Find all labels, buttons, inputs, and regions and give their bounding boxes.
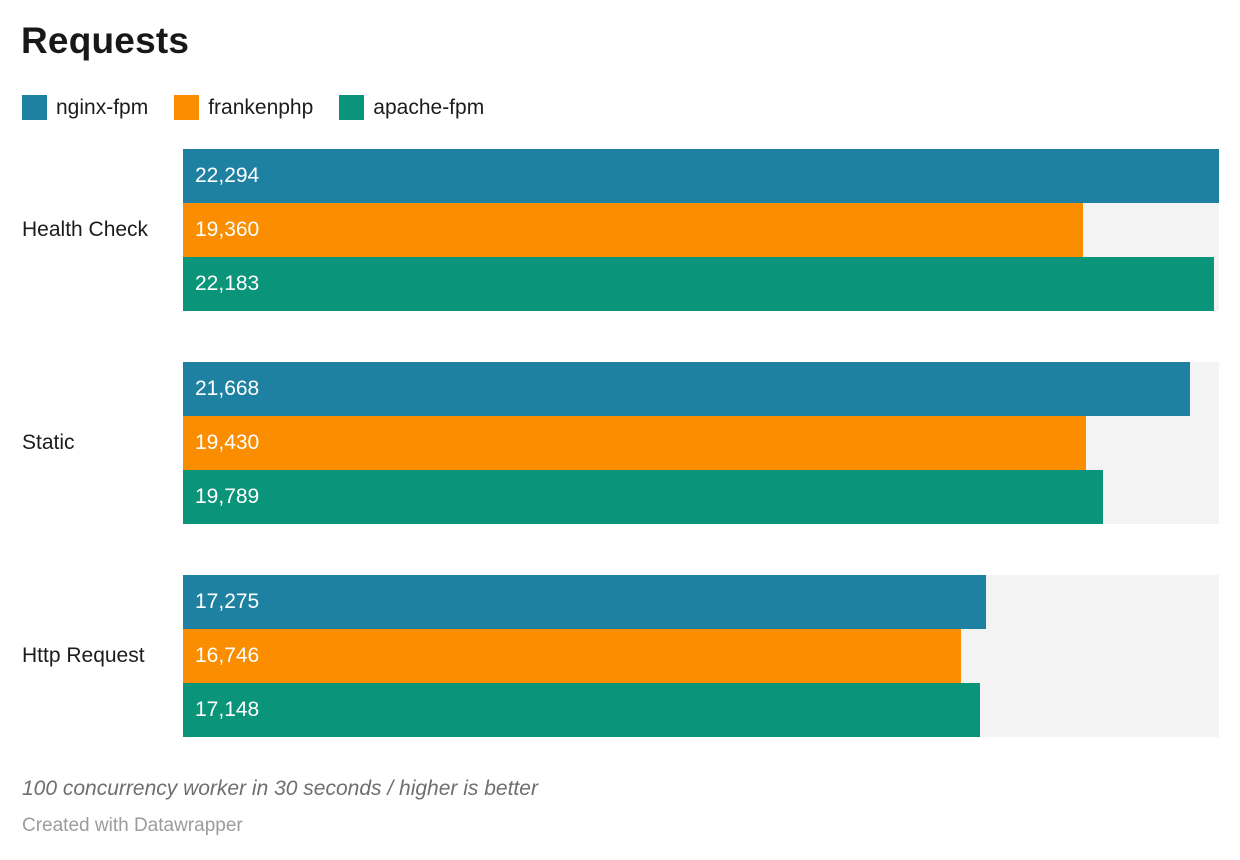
bar-frankenphp: 16,746 (183, 629, 962, 683)
bar-value-label: 19,360 (195, 218, 260, 241)
bar-value-label: 19,789 (195, 485, 260, 508)
category-label: Health Check (22, 218, 149, 241)
bar-value-label: 22,183 (195, 272, 260, 295)
bar-rows: 17,275 16,746 17,148 (183, 575, 1219, 737)
legend-label: nginx-fpm (56, 95, 149, 119)
bar-apache-fpm: 22,183 (183, 257, 1214, 311)
bar-value-label: 17,148 (195, 698, 260, 721)
legend: nginx-fpm frankenphp apache-fpm (22, 95, 484, 120)
category-label: Static (22, 431, 75, 454)
legend-swatch-icon (174, 95, 200, 120)
legend-label: frankenphp (208, 95, 314, 119)
bar-track: 22,183 (183, 257, 1219, 311)
bar-group: Health Check 22,294 19,360 22,183 (0, 149, 1219, 311)
category-label: Http Request (22, 644, 145, 667)
bar-track: 17,275 (183, 575, 1219, 629)
chart-note: 100 concurrency worker in 30 seconds / h… (22, 777, 538, 800)
bar-track: 19,430 (183, 416, 1219, 470)
bar-group: Http Request 17,275 16,746 17,148 (0, 575, 1219, 737)
bar-value-label: 22,294 (195, 164, 260, 187)
datawrapper-credit: Created with Datawrapper (22, 815, 243, 836)
bar-group: Static 21,668 19,430 19,789 (0, 362, 1219, 524)
bar-nginx-fpm: 22,294 (183, 149, 1219, 203)
bar-rows: 21,668 19,430 19,789 (183, 362, 1219, 524)
bar-frankenphp: 19,430 (183, 416, 1086, 470)
bar-track: 16,746 (183, 629, 1219, 683)
legend-item-frankenphp: frankenphp (174, 95, 313, 120)
bar-track: 19,360 (183, 203, 1219, 257)
bar-apache-fpm: 19,789 (183, 470, 1103, 524)
bar-value-label: 17,275 (195, 590, 260, 613)
bar-value-label: 21,668 (195, 377, 260, 400)
bar-value-label: 19,430 (195, 431, 260, 454)
bar-track: 22,294 (183, 149, 1219, 203)
bar-nginx-fpm: 17,275 (183, 575, 986, 629)
chart-title: Requests (21, 20, 190, 61)
bar-apache-fpm: 17,148 (183, 683, 980, 737)
bar-track: 19,789 (183, 470, 1219, 524)
legend-item-nginx-fpm: nginx-fpm (22, 95, 148, 120)
bar-value-label: 16,746 (195, 644, 260, 667)
legend-label: apache-fpm (373, 95, 485, 119)
legend-swatch-icon (22, 95, 47, 120)
bar-track: 17,148 (183, 683, 1219, 737)
bar-track: 21,668 (183, 362, 1219, 416)
bar-nginx-fpm: 21,668 (183, 362, 1190, 416)
legend-swatch-icon (339, 95, 365, 120)
legend-item-apache-fpm: apache-fpm (339, 95, 484, 120)
bar-frankenphp: 19,360 (183, 203, 1083, 257)
bar-rows: 22,294 19,360 22,183 (183, 149, 1219, 311)
